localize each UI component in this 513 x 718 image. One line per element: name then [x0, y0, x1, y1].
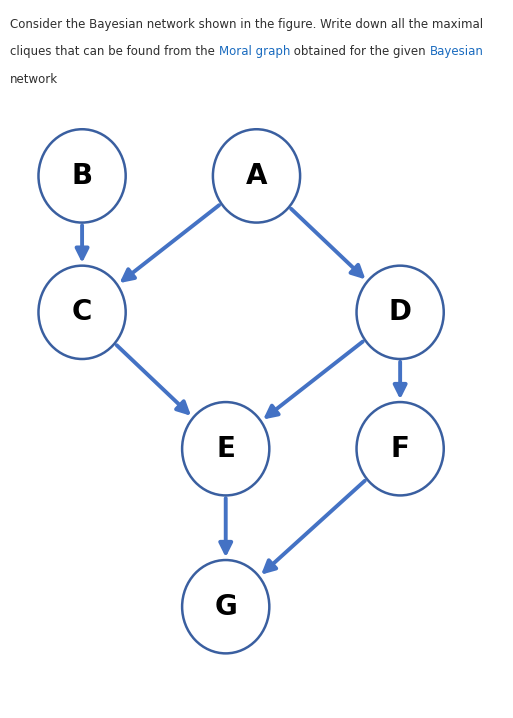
Ellipse shape	[357, 266, 444, 359]
Text: C: C	[72, 299, 92, 326]
Text: network: network	[10, 73, 58, 85]
Ellipse shape	[38, 266, 126, 359]
Ellipse shape	[213, 129, 300, 223]
Text: D: D	[389, 299, 411, 326]
Text: Moral graph: Moral graph	[219, 45, 290, 58]
Text: A: A	[246, 162, 267, 190]
Ellipse shape	[182, 402, 269, 495]
Text: B: B	[71, 162, 93, 190]
Text: obtained for the given: obtained for the given	[290, 45, 429, 58]
Text: F: F	[391, 435, 409, 462]
Text: E: E	[216, 435, 235, 462]
Text: Consider the Bayesian network shown in the figure. Write down all the maximal: Consider the Bayesian network shown in t…	[10, 18, 483, 31]
Text: G: G	[214, 593, 237, 620]
Ellipse shape	[357, 402, 444, 495]
Text: Bayesian: Bayesian	[429, 45, 484, 58]
Text: cliques that can be found from the: cliques that can be found from the	[10, 45, 219, 58]
Ellipse shape	[182, 560, 269, 653]
Ellipse shape	[38, 129, 126, 223]
